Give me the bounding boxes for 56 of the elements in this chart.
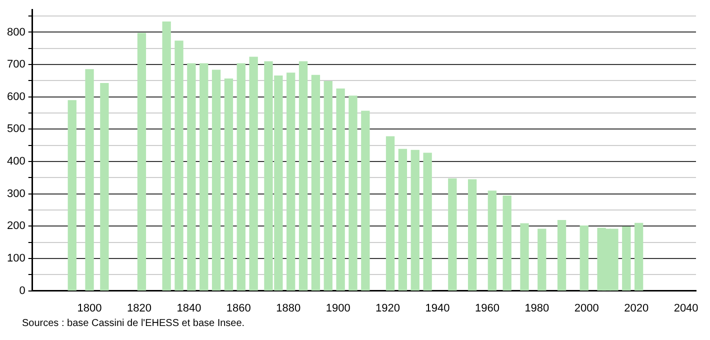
- x-tick-label: 1820: [126, 302, 152, 314]
- x-tick-label: 1860: [226, 302, 251, 314]
- bar: [85, 69, 94, 291]
- x-tick-label: 1800: [77, 302, 102, 314]
- y-tick-label: 200: [6, 220, 26, 232]
- bar: [361, 110, 370, 291]
- bar: [68, 100, 76, 291]
- bar: [212, 70, 221, 291]
- bar: [448, 178, 457, 291]
- bar: [336, 88, 345, 291]
- bar: [137, 32, 146, 291]
- bar: [174, 40, 184, 291]
- x-tick-label: 2020: [624, 302, 649, 314]
- bar: [538, 228, 546, 291]
- x-tick-label: 1880: [276, 302, 301, 314]
- bar: [224, 78, 234, 291]
- x-tick-label: 1840: [176, 302, 202, 314]
- bar: [249, 56, 258, 291]
- x-tick-label: 1940: [425, 302, 450, 314]
- bar: [622, 226, 631, 291]
- x-tick-label: 1980: [524, 302, 550, 314]
- bar: [520, 223, 529, 291]
- x-tick-label: 1960: [474, 302, 500, 314]
- bar: [386, 136, 395, 291]
- bar: [162, 22, 171, 291]
- x-tick-label: 2040: [674, 302, 698, 314]
- bar: [286, 72, 296, 291]
- bar: [410, 150, 420, 291]
- y-tick-label: 0: [19, 284, 26, 297]
- bar: [100, 82, 109, 291]
- y-tick-label: 100: [6, 252, 26, 265]
- bar: [187, 63, 196, 291]
- bar: [398, 148, 408, 291]
- bar: [634, 222, 644, 291]
- bar: [580, 226, 588, 291]
- bar: [488, 190, 497, 291]
- bar: [236, 63, 246, 291]
- bar: [324, 81, 332, 291]
- bar: [298, 61, 308, 291]
- bar: [423, 152, 432, 291]
- bar: [468, 179, 477, 291]
- bar: [557, 220, 566, 291]
- y-tick-label: 600: [6, 90, 26, 103]
- y-tick-label: 400: [6, 156, 26, 168]
- y-tick-label: 500: [6, 123, 26, 136]
- bar: [348, 96, 358, 291]
- x-tick-label: 2000: [574, 302, 599, 314]
- x-tick-label: 1920: [376, 302, 400, 314]
- y-tick-label: 700: [6, 58, 26, 71]
- bar: [311, 74, 320, 291]
- y-tick-label: 800: [6, 26, 26, 38]
- source-note: Sources : base Cassini de l'EHESS et base Insee.: [22, 318, 246, 329]
- bar: [502, 195, 512, 291]
- y-tick-label: 300: [6, 188, 26, 200]
- x-tick-label: 1900: [326, 302, 350, 314]
- bar: [200, 63, 208, 291]
